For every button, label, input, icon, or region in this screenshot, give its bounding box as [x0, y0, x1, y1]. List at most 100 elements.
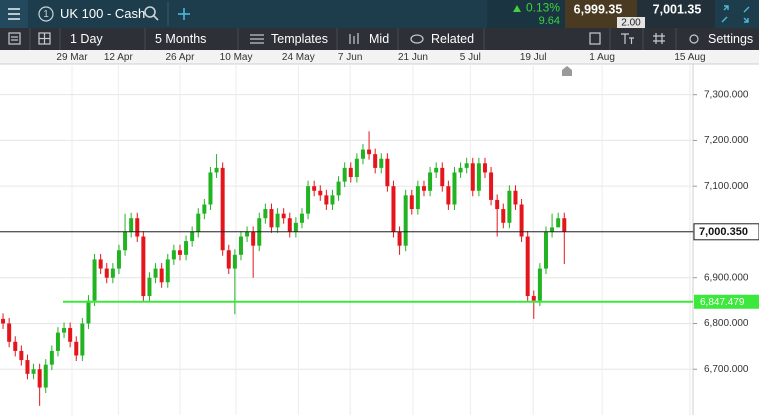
candle-body [74, 341, 79, 356]
candle-body [446, 186, 451, 205]
settings[interactable]: Settings [708, 32, 753, 46]
x-tick-label: 15 Aug [674, 52, 705, 63]
range[interactable]: 5 Months [155, 32, 206, 46]
instrument-badge [38, 6, 54, 22]
candle-body [232, 254, 237, 269]
toolbar-dividers [29, 28, 677, 50]
window-icons[interactable] [721, 5, 750, 23]
candle-body [476, 163, 481, 191]
level-label-box [694, 294, 759, 309]
candle-body [415, 186, 420, 210]
candle-body [531, 296, 536, 301]
change-percent: 0.13% [526, 1, 560, 15]
candle-body [525, 236, 530, 297]
candle-body [190, 231, 195, 242]
candle-body [556, 218, 561, 228]
candle-body [312, 186, 317, 191]
candle-body [360, 149, 365, 159]
candle-body [19, 350, 24, 361]
x-tick-label: 26 Apr [165, 52, 195, 63]
search-icon[interactable] [144, 6, 159, 21]
candle-body [43, 364, 48, 388]
instrument-name[interactable]: UK 100 - Cash [60, 6, 145, 21]
candle-body [330, 195, 335, 205]
candle-body [428, 172, 433, 191]
x-tick-label: 10 May [220, 52, 253, 63]
buy-button[interactable] [637, 0, 715, 28]
candle-body [550, 227, 555, 232]
y-tick-label: 6,900.000 [704, 272, 749, 283]
toolbar-icons[interactable] [8, 32, 699, 45]
candle-body [519, 204, 524, 237]
candle-body [464, 163, 469, 168]
candle-body [25, 360, 30, 374]
candle-body [141, 236, 146, 297]
candle-body [293, 222, 298, 232]
instrument-number: 1 [43, 9, 49, 20]
candle-body [385, 158, 390, 187]
candle-body [245, 231, 250, 237]
candle-body [86, 300, 91, 324]
candle-body [482, 163, 487, 173]
y-tick-label: 7,100.000 [704, 181, 749, 192]
spread: 2.00 [621, 18, 641, 29]
add-tab-icon[interactable] [178, 8, 190, 20]
candle-body [397, 231, 402, 246]
scroll-marker[interactable] [562, 66, 572, 76]
candle-body [92, 259, 97, 301]
candle-body [49, 350, 54, 365]
candle-body [495, 199, 500, 210]
candle-body [80, 323, 85, 356]
candle-body [318, 190, 323, 196]
change-panel [487, 0, 565, 28]
templates[interactable]: Templates [271, 32, 328, 46]
candle-body [513, 190, 518, 205]
candle-body [202, 204, 207, 214]
candle-body [98, 259, 103, 269]
candle-body [543, 231, 548, 269]
candle-body [208, 172, 213, 205]
x-tick-label: 12 Apr [104, 52, 134, 63]
candle-body [129, 218, 134, 232]
candle-body [434, 167, 439, 173]
candle-body [196, 213, 201, 232]
candle-body [409, 195, 414, 210]
candle-body [7, 323, 12, 342]
candle-body [153, 268, 158, 278]
related[interactable]: Related [431, 32, 474, 46]
candle-body [507, 190, 512, 223]
interval[interactable]: 1 Day [70, 32, 103, 46]
up-arrow [513, 5, 521, 12]
candle-body [452, 172, 457, 205]
candle-body [177, 250, 182, 255]
candle-body [440, 167, 445, 187]
candle-body [501, 209, 506, 223]
candle-body [379, 158, 384, 168]
candle-body [263, 209, 268, 219]
candle-body [159, 268, 164, 283]
candle-body [281, 213, 286, 219]
x-tick-label: 21 Jun [398, 52, 428, 63]
candle-body [470, 163, 475, 191]
candle-body [55, 332, 60, 351]
candle-body [13, 341, 18, 351]
candle-body [391, 186, 396, 232]
candle-body [123, 231, 128, 251]
x-tick-label: 5 Jul [460, 52, 481, 63]
candle-body [562, 218, 567, 232]
y-tick-label: 7,300.000 [704, 89, 749, 100]
candle-body [269, 209, 274, 228]
y-tick-label: 7,200.000 [704, 135, 749, 146]
candle-body [306, 186, 311, 214]
candle-body [62, 328, 67, 333]
candle-body [110, 268, 115, 278]
candle-body [238, 236, 243, 255]
candle-body [342, 167, 347, 182]
date-axis [0, 50, 759, 64]
candle-body [336, 181, 341, 196]
price-type[interactable]: Mid [369, 32, 389, 46]
toolbar [0, 28, 759, 50]
candle-body [37, 369, 42, 388]
